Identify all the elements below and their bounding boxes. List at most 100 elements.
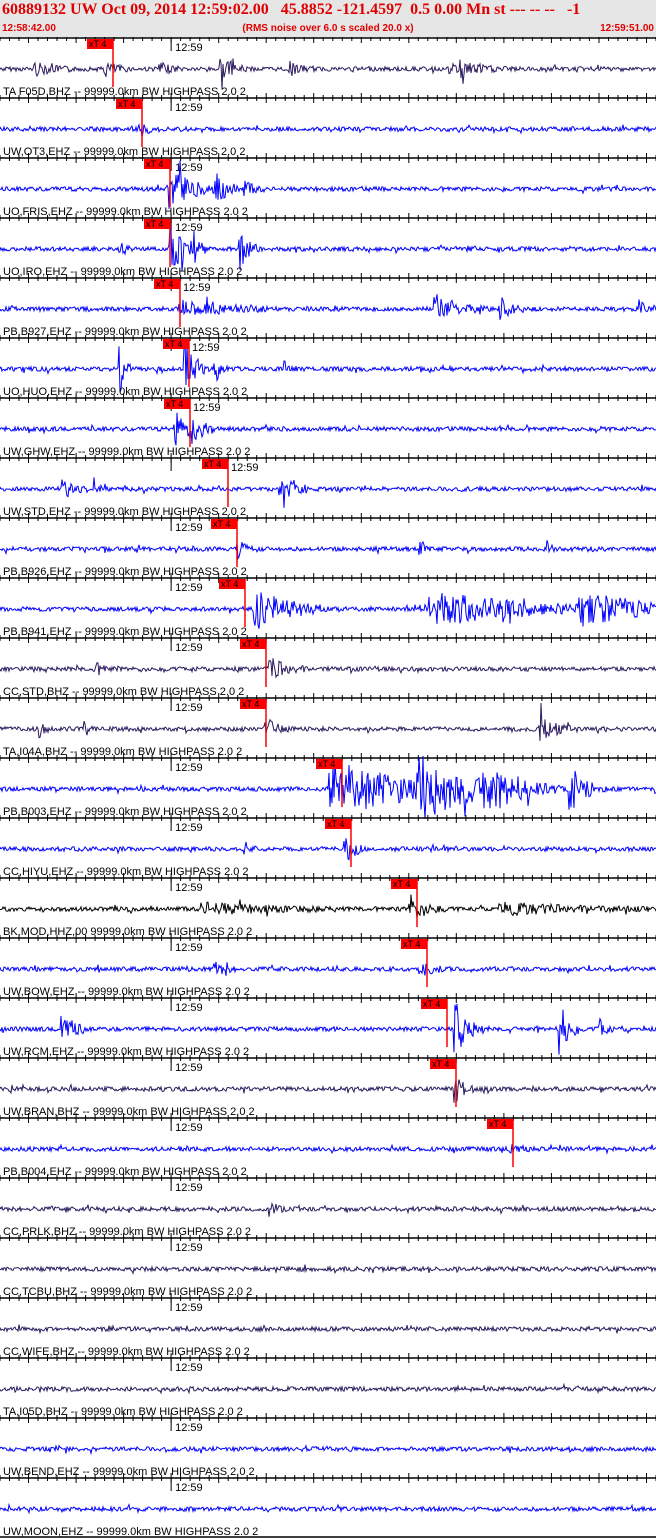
minute-label: 12:59 bbox=[175, 1242, 203, 1254]
waveform-trace bbox=[0, 838, 656, 861]
waveform-trace bbox=[0, 1264, 656, 1275]
waveform-trace bbox=[0, 894, 656, 918]
station-label: TA F05D,BHZ -- 99999.0km BW HIGHPASS 2.0… bbox=[3, 86, 246, 98]
waveform-trace bbox=[0, 339, 656, 393]
axis-ticks bbox=[0, 513, 656, 523]
waveform-trace bbox=[0, 1079, 656, 1103]
axis-ticks bbox=[0, 1113, 656, 1123]
station-label: TA,I04A,BHZ -- 99999.0km BW HIGHPASS 2.0… bbox=[3, 746, 242, 758]
waveform-trace bbox=[0, 1143, 656, 1155]
axis-ticks bbox=[0, 1473, 656, 1483]
pick-flag bbox=[202, 459, 228, 469]
minute-label: 12:59 bbox=[175, 882, 203, 894]
waveform-trace bbox=[0, 1201, 656, 1217]
pick-flag bbox=[163, 339, 189, 349]
pick-label: xT 4 bbox=[89, 39, 106, 49]
minute-label: 12:59 bbox=[175, 522, 203, 534]
station-label: PB,B926,EHZ -- 99999.0km BW HIGHPASS 2.0… bbox=[3, 566, 247, 578]
minute-label: 12:59 bbox=[175, 822, 203, 834]
minute-label: 12:59 bbox=[175, 942, 203, 954]
event-title: 60889132 UW Oct 09, 2014 12:59:02.00 45.… bbox=[2, 1, 581, 18]
station-label: PB,B927,EHZ -- 99999.0km BW HIGHPASS 2.0… bbox=[3, 326, 247, 338]
station-label: UO,HUO,EHZ -- 99999.0km BW HIGHPASS 2.0 … bbox=[3, 386, 247, 398]
station-label: PB,B004,EHZ -- 99999.0km BW HIGHPASS 2.0… bbox=[3, 1166, 247, 1178]
station-label: CC,HIYU,EHZ -- 99999.0km BW HIGHPASS 2.0… bbox=[3, 866, 249, 878]
station-label: UW,MOON,EHZ -- 99999.0km BW HIGHPASS 2.0… bbox=[3, 1526, 258, 1538]
station-label: UO,IRO,EHZ -- 99999.0km BW HIGHPASS 2.0 … bbox=[3, 266, 242, 278]
end-time: 12:59:51.00 bbox=[600, 23, 654, 34]
waveform-trace bbox=[0, 658, 656, 679]
axis-ticks bbox=[0, 37, 656, 43]
pick-flag bbox=[87, 39, 113, 49]
seismogram-panel: 12:59 TA F05D,BHZ -- 99999.0km BW HIGHPAS… bbox=[0, 37, 656, 1538]
axis-ticks bbox=[0, 693, 656, 703]
axis-ticks bbox=[0, 633, 656, 643]
axis-ticks bbox=[0, 813, 656, 823]
axis-ticks bbox=[0, 753, 656, 763]
waveform-trace bbox=[0, 592, 656, 629]
waveform-trace bbox=[0, 412, 656, 446]
minute-label: 12:59 bbox=[175, 762, 203, 774]
pick-flag bbox=[421, 999, 447, 1009]
waveform-trace bbox=[0, 122, 656, 137]
axis-ticks bbox=[0, 1413, 656, 1423]
axis-ticks bbox=[0, 213, 656, 223]
pick-label: xT 4 bbox=[118, 99, 135, 109]
pick-flag bbox=[144, 219, 170, 229]
pick-label: xT 4 bbox=[166, 399, 183, 409]
pick-flag bbox=[391, 879, 417, 889]
station-label: UW,STD,EHZ -- 99999.0km BW HIGHPASS 2.0 … bbox=[3, 506, 246, 518]
axis-ticks bbox=[0, 1233, 656, 1243]
waveform-trace bbox=[0, 1382, 656, 1395]
pick-label: xT 4 bbox=[204, 459, 221, 469]
event-header: 60889132 UW Oct 09, 2014 12:59:02.00 45.… bbox=[0, 0, 656, 37]
pick-flag bbox=[211, 519, 237, 529]
minute-label: 12:59 bbox=[175, 702, 203, 714]
minute-label: 12:59 bbox=[175, 1182, 203, 1194]
axis-ticks bbox=[0, 1293, 656, 1303]
pick-flag bbox=[430, 1059, 456, 1069]
minute-label: 12:59 bbox=[175, 1302, 203, 1314]
pick-flag bbox=[240, 639, 266, 649]
waveform-trace bbox=[0, 540, 656, 561]
station-label: UW,BRAN,BHZ -- 99999.0km BW HIGHPASS 2.0… bbox=[3, 1106, 255, 1118]
station-label: TA,I05D,BHZ -- 99999.0km BW HIGHPASS 2.0… bbox=[3, 1406, 243, 1418]
pick-label: xT 4 bbox=[242, 699, 259, 709]
minute-label: 12:59 bbox=[175, 102, 203, 114]
start-time: 12:58:42.00 bbox=[2, 23, 56, 34]
pick-label: xT 4 bbox=[156, 279, 173, 289]
pick-label: xT 4 bbox=[327, 819, 344, 829]
station-label: PB,B003,EHZ -- 99999.0km BW HIGHPASS 2.0… bbox=[3, 806, 247, 818]
station-label: CC,STD,BHZ -- 99999.0km BW HIGHPASS 2.0 … bbox=[3, 686, 244, 698]
pick-label: xT 4 bbox=[403, 939, 420, 949]
station-label: UW,RCM,EHZ -- 99999.0km BW HIGHPASS 2.0 … bbox=[3, 1046, 249, 1058]
waveform-trace bbox=[0, 1444, 656, 1456]
axis-ticks bbox=[0, 873, 656, 883]
waveform-trace bbox=[0, 58, 656, 90]
minute-label: 12:59 bbox=[175, 1122, 203, 1134]
waveform-trace bbox=[0, 961, 656, 976]
minute-label: 12:59 bbox=[231, 462, 259, 474]
station-label: CC,TCBU,BHZ -- 99999.0km BW HIGHPASS 2.0… bbox=[3, 1286, 252, 1298]
minute-label: 12:59 bbox=[183, 282, 211, 294]
station-label: UW,GHW,EHZ -- 99999.0km BW HIGHPASS 2.0 … bbox=[3, 446, 250, 458]
pick-flag bbox=[325, 819, 351, 829]
pick-flag bbox=[164, 399, 190, 409]
minute-label: 12:59 bbox=[175, 1362, 203, 1374]
minute-label: 12:59 bbox=[175, 1422, 203, 1434]
minute-label: 12:59 bbox=[193, 402, 221, 414]
axis-ticks bbox=[0, 393, 656, 403]
pick-label: xT 4 bbox=[165, 339, 182, 349]
pick-flag bbox=[154, 279, 180, 289]
axis-ticks bbox=[0, 573, 656, 583]
waveform-trace bbox=[0, 294, 656, 320]
pick-label: xT 4 bbox=[489, 1119, 506, 1129]
pick-label: xT 4 bbox=[242, 639, 259, 649]
waveform-trace bbox=[0, 755, 656, 819]
pick-flag bbox=[116, 99, 142, 109]
pick-label: xT 4 bbox=[221, 579, 238, 589]
pick-label: xT 4 bbox=[318, 759, 335, 769]
waveform-trace bbox=[0, 1003, 656, 1055]
axis-ticks bbox=[0, 453, 656, 463]
minute-label: 12:59 bbox=[175, 162, 203, 174]
